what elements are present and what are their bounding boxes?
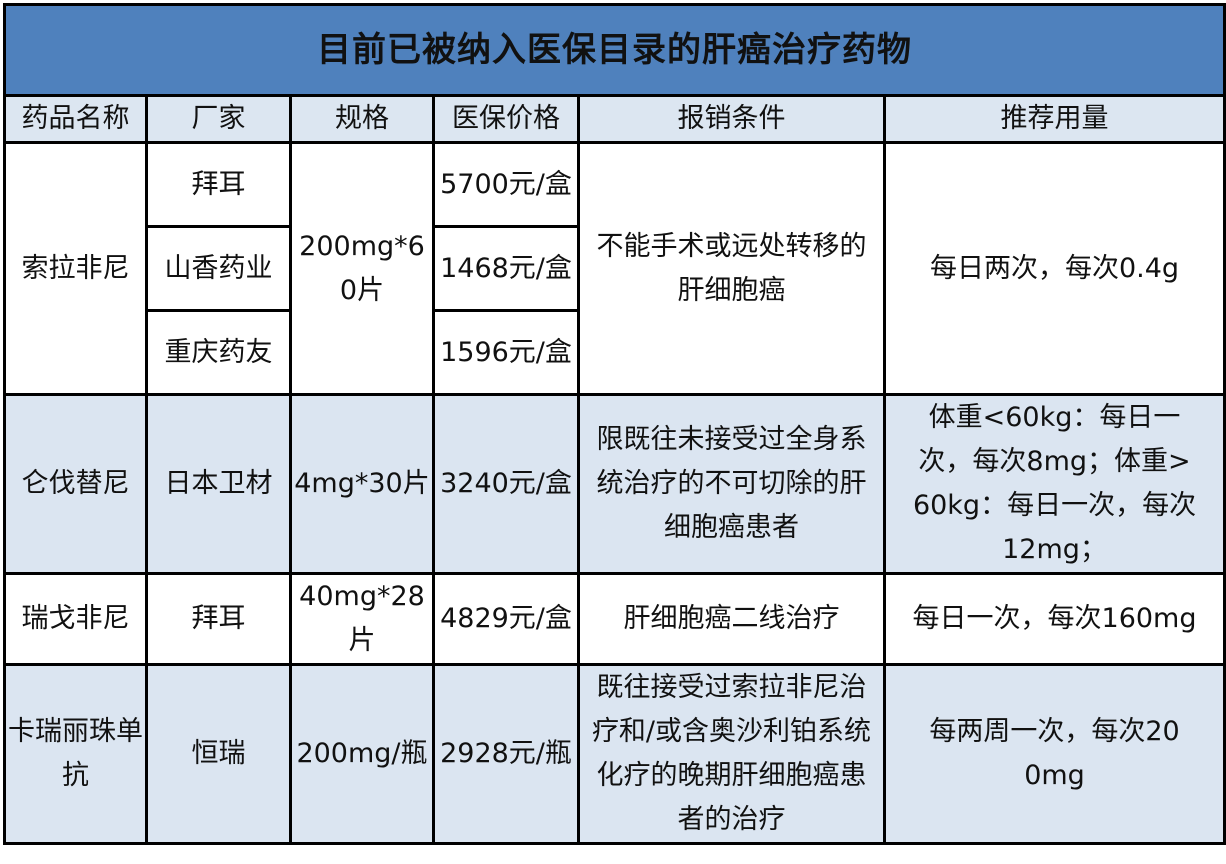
table-row: 瑞戈非尼 拜耳 40mg*28片 4829元/盒 肝细胞癌二线治疗 每日一次，每… xyxy=(3,572,1226,666)
drug-name: 仑伐替尼 xyxy=(3,393,148,575)
maker: 重庆药友 xyxy=(145,309,292,396)
header-dosage: 推荐用量 xyxy=(882,94,1226,144)
price: 1596元/盒 xyxy=(432,309,580,396)
header-drug-name: 药品名称 xyxy=(3,94,148,144)
spec: 200mg*60片 xyxy=(289,141,435,396)
table-row: 山香药业 1468元/盒 xyxy=(5,225,1225,312)
drug-name: 卡瑞丽珠单抗 xyxy=(3,663,148,845)
table-row: 仑伐替尼 日本卫材 4mg*30片 3240元/盒 限既往未接受过全身系统治疗的… xyxy=(3,393,1226,575)
condition: 既往接受过索拉非尼治疗和/或含奥沙利铂系统化疗的晚期肝细胞癌患者的治疗 xyxy=(577,663,886,845)
maker: 山香药业 xyxy=(145,225,292,312)
drug-table: 目前已被纳入医保目录的肝癌治疗药物 药品名称 厂家 规格 医保价格 报销条件 推… xyxy=(2,3,1226,845)
price: 5700元/盒 xyxy=(432,141,580,228)
drug-name: 索拉非尼 xyxy=(3,141,148,396)
condition: 不能手术或远处转移的肝细胞癌 xyxy=(577,141,886,396)
header-condition: 报销条件 xyxy=(577,94,886,144)
table-title: 目前已被纳入医保目录的肝癌治疗药物 xyxy=(2,3,1226,97)
maker: 拜耳 xyxy=(145,572,292,666)
header-spec: 规格 xyxy=(289,94,435,144)
maker: 日本卫材 xyxy=(145,393,292,575)
maker: 恒瑞 xyxy=(145,663,292,845)
header-price: 医保价格 xyxy=(432,94,580,144)
spec: 200mg/瓶 xyxy=(289,663,435,845)
table-row: 索拉非尼 拜耳 200mg*60片 5700元/盒 不能手术或远处转移的肝细胞癌… xyxy=(3,141,1226,396)
table-row: 重庆药友 1596元/盒 xyxy=(5,309,1225,396)
maker: 拜耳 xyxy=(145,141,292,228)
dosage: 每日两次，每次0.4g xyxy=(882,141,1226,396)
condition: 限既往未接受过全身系统治疗的不可切除的肝细胞癌患者 xyxy=(577,393,886,575)
header-maker: 厂家 xyxy=(145,94,292,144)
spec: 40mg*28片 xyxy=(289,572,435,666)
header-row: 药品名称 厂家 规格 医保价格 报销条件 推荐用量 xyxy=(3,94,1226,144)
dosage: 每两周一次，每次200mg xyxy=(882,663,1226,845)
dosage: 体重<60kg：每日一次，每次8mg；体重>60kg：每日一次，每次12mg； xyxy=(882,393,1226,575)
spec: 4mg*30片 xyxy=(289,393,435,575)
price: 4829元/盒 xyxy=(432,572,580,666)
price: 2928元/瓶 xyxy=(432,663,580,845)
condition: 肝细胞癌二线治疗 xyxy=(577,572,886,666)
price: 1468元/盒 xyxy=(432,225,580,312)
table-row: 卡瑞丽珠单抗 恒瑞 200mg/瓶 2928元/瓶 既往接受过索拉非尼治疗和/或… xyxy=(3,663,1226,845)
dosage: 每日一次，每次160mg xyxy=(882,572,1226,666)
drug-name: 瑞戈非尼 xyxy=(3,572,148,666)
price: 3240元/盒 xyxy=(432,393,580,575)
